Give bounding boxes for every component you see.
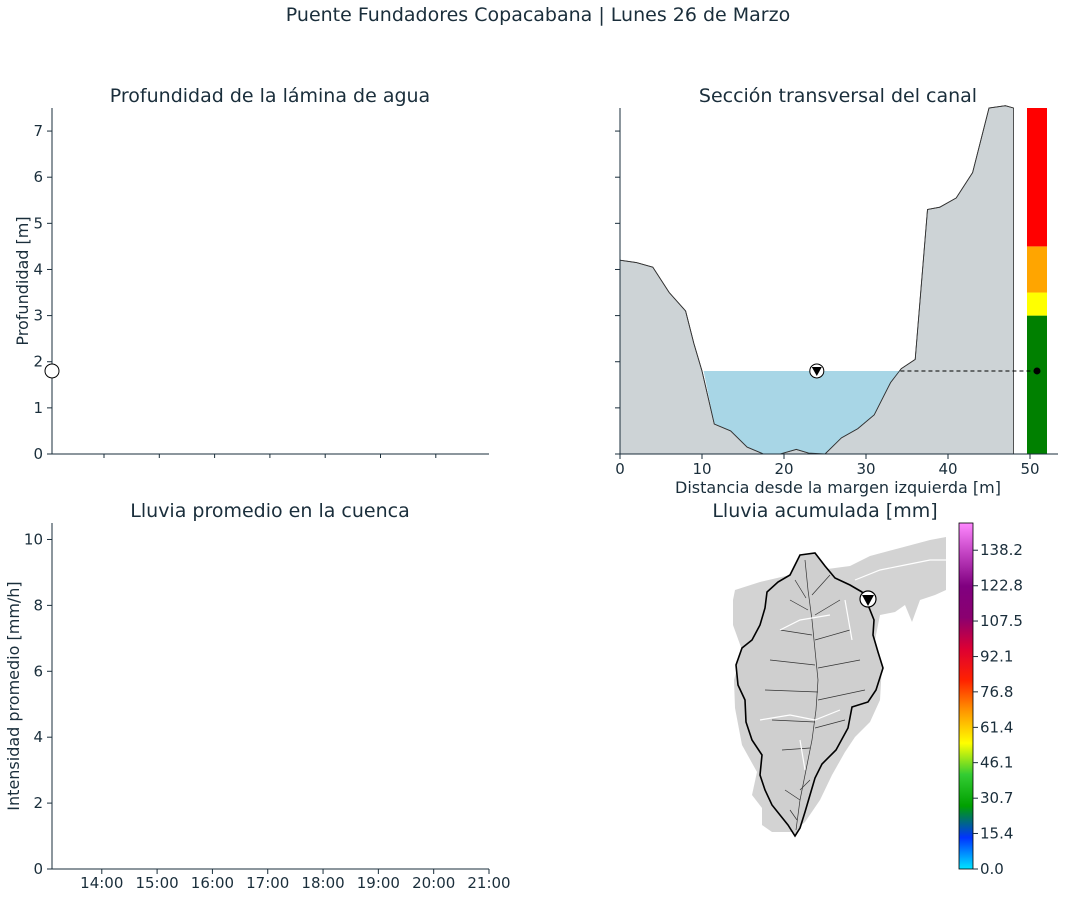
rain-panel: Lluvia promedio en la cuenca 0 2 4 6 8 10 14:…: [4, 500, 511, 892]
colorbar: 0.0 15.4 30.7 46.1 61.4 76.8 92.1 107.5 122.8 138…: [958, 522, 1023, 878]
section-x-ticks: 0 10 20 30 40 50: [615, 454, 1040, 478]
section-xlabel: Distancia desde la margen izquierda [m]: [675, 478, 1001, 497]
basin-map: [733, 537, 946, 838]
figure-suptitle: Puente Fundadores Copacabana | Lunes 26 …: [286, 4, 790, 26]
colorbar-tick-label: 76.8: [980, 683, 1013, 701]
rain-xtick-label: 18:00: [301, 874, 344, 892]
colorbar-tick-label: 30.7: [980, 789, 1013, 807]
section-xtick-label: 30: [856, 460, 875, 478]
rain-xtick-label: 21:00: [467, 874, 510, 892]
channel-water: [703, 370, 901, 454]
section-xtick-label: 10: [692, 460, 711, 478]
alert-level-bar: [1027, 108, 1047, 454]
depth-ytick-label: 7: [33, 122, 43, 140]
depth-ylabel: Profundidad [m]: [13, 216, 32, 345]
depth-title: Profundidad de la lámina de agua: [110, 85, 430, 107]
rain-xtick-label: 20:00: [412, 874, 455, 892]
river-network: [764, 559, 866, 831]
colorbar-tick-label: 0.0: [980, 860, 1004, 878]
accum-title: Lluvia acumulada [mm]: [712, 500, 937, 522]
section-title: Sección transversal del canal: [699, 85, 977, 107]
section-xtick-label: 20: [774, 460, 793, 478]
colorbar-tick-label: 92.1: [980, 648, 1013, 666]
white-river-lines: [759, 559, 946, 771]
rain-ytick-label: 6: [33, 662, 43, 680]
rain-xtick-label: 17:00: [246, 874, 289, 892]
depth-level-marker: [44, 363, 60, 379]
colorbar-tick-label: 138.2: [980, 541, 1023, 559]
basin-outline: [735, 552, 884, 838]
section-xtick-label: 50: [1020, 460, 1039, 478]
rain-title: Lluvia promedio en la cuenca: [130, 500, 409, 522]
rain-y-ticks: 0 2 4 6 8 10: [24, 530, 52, 878]
alert-level-segment: [1027, 315, 1047, 454]
water-level-marker-icon: [809, 363, 825, 379]
rain-ytick-label: 4: [33, 728, 43, 746]
colorbar-tick-label: 122.8: [980, 577, 1023, 595]
depth-ytick-label: 2: [33, 353, 43, 371]
section-panel: Sección transversal del canal 0 10 20 30 40 5…: [615, 85, 1058, 497]
rain-ylabel: Intensidad promedio [mm/h]: [4, 581, 23, 810]
depth-ytick-label: 1: [33, 399, 43, 417]
alert-level-segment: [1027, 292, 1047, 316]
alert-level-segment: [1027, 108, 1047, 247]
station-marker-icon: [859, 590, 877, 608]
rain-xtick-label: 14:00: [80, 874, 123, 892]
depth-ytick-label: 5: [33, 214, 43, 232]
rain-xtick-label: 16:00: [191, 874, 234, 892]
rain-ytick-label: 2: [33, 794, 43, 812]
section-y-ticks: [615, 130, 620, 455]
section-xtick-label: 40: [938, 460, 957, 478]
colorbar-tick-label: 15.4: [980, 824, 1013, 842]
alert-level-segment: [1027, 246, 1047, 293]
depth-y-ticks: 0 1 2 3 4 5 6 7: [33, 122, 52, 463]
depth-ytick-label: 6: [33, 168, 43, 186]
depth-ytick-label: 3: [33, 307, 43, 325]
rain-xtick-label: 15:00: [135, 874, 178, 892]
depth-ytick-label: 4: [33, 260, 43, 278]
colorbar-ticks: 0.0 15.4 30.7 46.1 61.4 76.8 92.1 107.5 122.8 138…: [973, 541, 1023, 878]
section-xtick-label: 0: [615, 460, 625, 478]
rain-ytick-label: 10: [24, 530, 43, 548]
rain-x-ticks: 14:00 15:00 16:00 17:00 18:00 19:00 20:00 21:00: [80, 869, 511, 892]
rain-ytick-label: 8: [33, 596, 43, 614]
depth-ytick-label: 0: [33, 445, 43, 463]
colorbar-tick-label: 61.4: [980, 718, 1013, 736]
colorbar-tick-label: 107.5: [980, 612, 1023, 630]
depth-panel: Profundidad de la lámina de agua 0 1 2 3 4 5 6…: [13, 85, 489, 463]
alert-level-point: [1033, 367, 1041, 375]
depth-x-ticks: [103, 454, 437, 458]
rain-ytick-label: 0: [33, 860, 43, 878]
accum-panel: Lluvia acumulada [mm] 0.015: [712, 500, 1023, 878]
rain-xtick-label: 19:00: [357, 874, 400, 892]
colorbar-tick-label: 46.1: [980, 754, 1013, 772]
